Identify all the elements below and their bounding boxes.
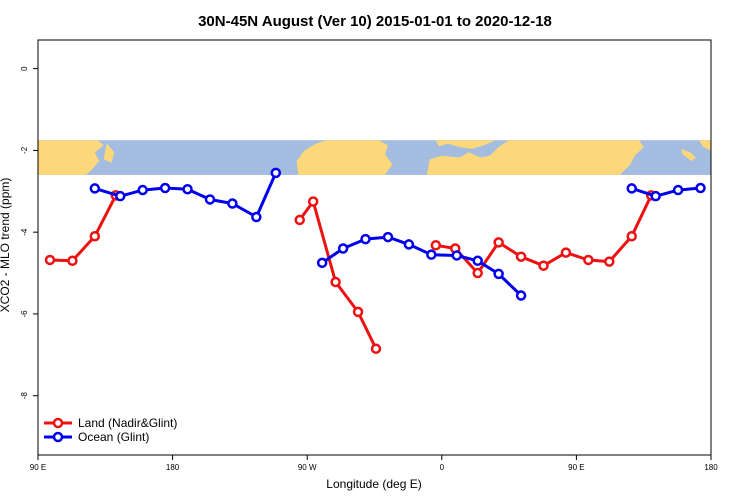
series-0-point-1-1 [307, 196, 319, 207]
series-0-point-2-8 [604, 256, 615, 267]
series-1-point-1-0 [316, 257, 328, 269]
series-0-point-2-3 [493, 237, 504, 248]
x-tick-label-0: 90 E [30, 463, 46, 472]
series-0-point-2-7 [583, 254, 594, 266]
x-tick-label-3: 0 [440, 463, 445, 472]
legend-label-0: Land (Nadir&Glint) [78, 416, 177, 430]
map-land-4 [435, 140, 496, 149]
series-0-point-2-5 [538, 260, 549, 271]
series-1-point-0-4 [182, 183, 193, 195]
series-0-point-1-0 [294, 214, 305, 226]
series-1-line-2 [631, 186, 701, 198]
series-1-point-2-0 [626, 183, 637, 194]
series-0-point-1-4 [370, 343, 382, 354]
series-1-point-2-3 [695, 182, 706, 194]
y-tick-label-4: -8 [20, 392, 29, 400]
series-1-point-2-2 [672, 184, 684, 196]
series-1-point-0-8 [270, 167, 282, 179]
series-0-point-2-2 [472, 267, 483, 279]
series-0-point-2-9 [626, 231, 637, 242]
series-1-point-0-2 [137, 184, 148, 196]
series-1-point-1-6 [451, 250, 463, 261]
series-1 [89, 167, 706, 301]
series-1-point-0-6 [227, 198, 238, 209]
map-land-6 [699, 140, 711, 151]
y-tick-label-2: -4 [20, 228, 29, 236]
x-tick-label-2: 90 W [298, 463, 317, 472]
legend-marker-1 [52, 431, 64, 443]
series-1-point-0-0 [89, 183, 101, 194]
series-0-point-0-0 [44, 254, 56, 266]
series-1-point-0-1 [115, 190, 126, 202]
map-land-2 [296, 140, 393, 175]
x-axis: 90 E 180 90 W 0 90 E 180 [30, 455, 718, 472]
series-0 [44, 190, 657, 354]
series-0-point-1-2 [330, 276, 341, 288]
series-1-point-1-2 [360, 233, 371, 245]
map-land-0 [38, 140, 104, 175]
world-map-band [38, 140, 711, 175]
chart-title: 30N-45N August (Ver 10) 2015-01-01 to 20… [198, 13, 552, 30]
series-0-point-0-1 [67, 255, 78, 267]
y-axis-label: XCO2 - MLO trend (ppm) [0, 178, 12, 313]
series-1-point-1-3 [382, 231, 394, 243]
legend-label-1: Ocean (Glint) [78, 430, 149, 444]
plot-frame [37, 39, 712, 456]
series-1-point-1-9 [515, 290, 527, 301]
x-axis-label: Longitude (deg E) [326, 477, 421, 491]
y-axis: 0 -2 -4 -6 -8 [20, 66, 38, 399]
series-1-point-0-7 [251, 211, 262, 223]
series-0-point-2-6 [560, 247, 572, 258]
series-1-point-2-1 [650, 190, 661, 202]
series-1-point-0-3 [159, 182, 171, 194]
series-1-line-1 [321, 235, 523, 297]
series-0-point-2-0 [430, 240, 442, 251]
x-tick-label-1: 180 [166, 463, 180, 472]
map-land-5 [681, 148, 696, 161]
series-1-point-1-5 [426, 249, 437, 260]
map-land-3 [426, 140, 644, 175]
map-land-1 [103, 143, 115, 163]
series-0-point-0-2 [89, 231, 101, 242]
series-0-point-2-4 [515, 251, 527, 262]
series-1-point-1-4 [403, 239, 415, 250]
x-tick-label-5: 180 [704, 463, 718, 472]
series-1-point-0-5 [204, 194, 216, 205]
series-0-line-0 [49, 194, 118, 263]
y-tick-label-1: -2 [20, 146, 29, 154]
series-1-point-1-7 [472, 255, 483, 267]
x-tick-label-4: 90 E [568, 463, 584, 472]
y-tick-label-3: -6 [20, 310, 29, 318]
series-1-point-1-1 [337, 243, 349, 254]
y-tick-label-0: 0 [20, 66, 29, 71]
series-1-point-1-8 [493, 268, 504, 280]
legend: Land (Nadir&Glint)Ocean (Glint) [44, 416, 177, 444]
legend-marker-0 [52, 417, 64, 429]
series-0-point-1-3 [352, 306, 364, 318]
series-0-line-1 [298, 200, 378, 350]
